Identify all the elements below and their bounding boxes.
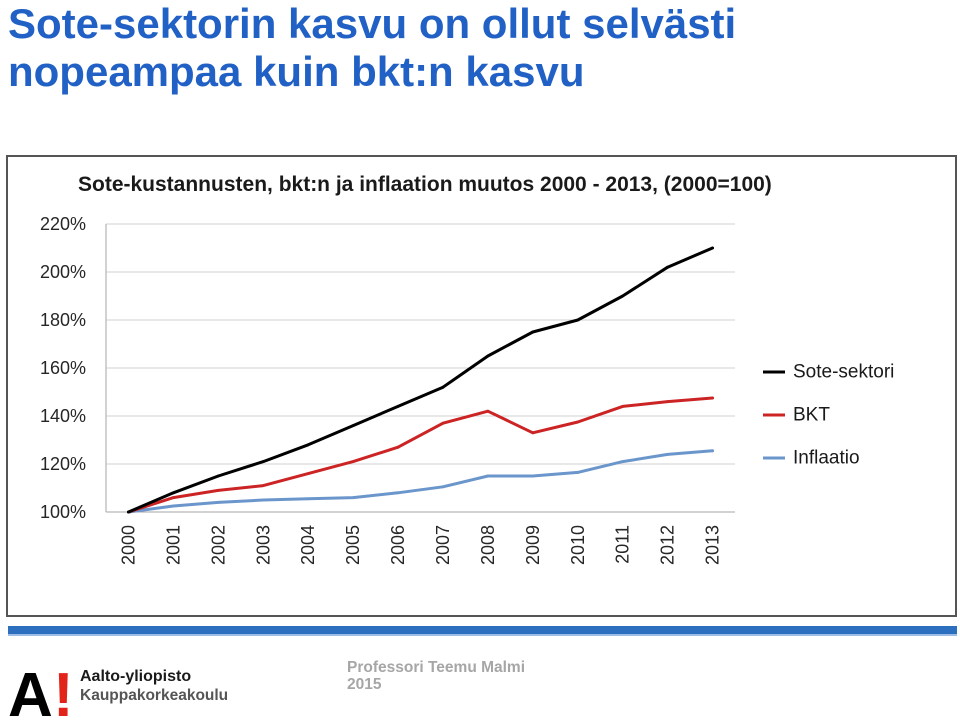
footer-divider-line xyxy=(8,634,957,636)
data-point xyxy=(441,385,445,389)
x-tick-label: 2002 xyxy=(208,525,228,565)
data-point xyxy=(666,265,669,269)
data-point xyxy=(306,443,310,447)
chart-container: Sote-kustannusten, bkt:n ja inflaation m… xyxy=(6,155,957,617)
series-line-sote-sektori xyxy=(127,246,714,514)
y-tick-label: 120% xyxy=(40,454,86,474)
data-point xyxy=(396,405,400,408)
data-point xyxy=(531,330,535,334)
data-point xyxy=(261,460,265,463)
x-tick-label: 2000 xyxy=(118,525,138,565)
x-tick-label: 2005 xyxy=(343,525,363,565)
logo-school-name: Kauppakorkeakoulu xyxy=(80,687,229,704)
data-point xyxy=(531,431,535,435)
series-inflaatio xyxy=(127,449,714,514)
y-tick-label: 140% xyxy=(40,406,86,426)
data-point xyxy=(172,496,175,499)
y-axis-labels: 100% 120% 140% 160% 180% 200% 220% xyxy=(40,214,86,522)
footer-divider-bar xyxy=(8,626,957,634)
x-tick-label: 2006 xyxy=(388,525,408,565)
legend-item-inflaatio: Inflaatio xyxy=(763,448,860,469)
data-point xyxy=(261,484,265,487)
data-point xyxy=(306,472,310,475)
series-line-bkt xyxy=(127,396,714,514)
x-tick-label: 2009 xyxy=(523,525,543,565)
data-point xyxy=(576,318,580,322)
data-point xyxy=(127,510,130,514)
legend-item-bkt: BKT xyxy=(763,405,830,426)
x-tick-label: 2008 xyxy=(478,525,498,565)
line-chart: Sote-kustannusten, bkt:n ja inflaation m… xyxy=(40,173,894,565)
data-point xyxy=(621,405,625,408)
data-point xyxy=(351,460,355,463)
data-point xyxy=(576,471,580,474)
data-point xyxy=(486,474,490,478)
series-sote-sektori xyxy=(127,246,714,514)
chart-title: Sote-kustannusten, bkt:n ja inflaation m… xyxy=(78,173,772,196)
x-tick-label: 2001 xyxy=(163,525,183,565)
y-tick-label: 180% xyxy=(40,310,86,330)
y-tick-label: 220% xyxy=(40,214,86,234)
logo-exclamation: ! xyxy=(53,664,74,718)
legend: Sote-sektori BKT Inflaatio xyxy=(763,362,894,469)
legend-label: Inflaatio xyxy=(793,448,860,469)
legend-label: Sote-sektori xyxy=(793,362,894,383)
series-line-inflaatio xyxy=(127,449,714,514)
x-axis-labels: 2000 2001 2002 2003 2004 2005 2006 2007 2008 2009… xyxy=(118,525,722,565)
x-tick-label: 2004 xyxy=(298,525,318,565)
data-point xyxy=(216,474,220,478)
footer-author: Professori Teemu Malmi xyxy=(347,659,526,676)
data-point xyxy=(441,485,445,489)
data-point xyxy=(351,496,355,499)
logo-university-name: Aalto-yliopisto xyxy=(80,668,192,685)
slide-title-line-1: Sote-sektorin kasvu on ollut selvästi xyxy=(8,0,737,47)
gridlines xyxy=(106,223,735,513)
data-point xyxy=(216,501,220,504)
data-point xyxy=(441,421,445,425)
slide-title: Sote-sektorin kasvu on ollut selvästi no… xyxy=(8,0,736,96)
x-tick-label: 2010 xyxy=(568,525,588,565)
data-point xyxy=(621,294,625,298)
x-tick-label: 2003 xyxy=(253,525,273,565)
series-bkt xyxy=(127,396,714,514)
data-point xyxy=(621,460,625,463)
y-tick-label: 100% xyxy=(40,502,86,522)
data-point xyxy=(666,400,669,403)
data-point xyxy=(396,491,400,495)
slide-title-line-2: nopeampaa kuin bkt:n kasvu xyxy=(8,48,585,95)
data-point xyxy=(396,445,400,449)
data-point xyxy=(172,504,175,508)
data-point xyxy=(576,420,580,424)
data-point xyxy=(711,449,714,453)
legend-item-sote-sektori: Sote-sektori xyxy=(763,362,894,383)
y-tick-label: 200% xyxy=(40,262,86,282)
data-point xyxy=(351,424,355,427)
x-tick-label: 2012 xyxy=(658,525,678,565)
data-point xyxy=(261,498,265,502)
footer-year: 2015 xyxy=(347,676,382,693)
data-point xyxy=(216,489,220,492)
data-point xyxy=(306,497,310,501)
x-tick-label: 2013 xyxy=(703,525,723,565)
data-point xyxy=(172,491,175,495)
logo-letter-a: A xyxy=(8,664,53,718)
data-point xyxy=(531,474,535,478)
data-point xyxy=(666,453,669,456)
x-tick-label: 2007 xyxy=(433,525,453,565)
y-tick-label: 160% xyxy=(40,358,86,378)
legend-label: BKT xyxy=(793,405,830,426)
data-point xyxy=(486,354,490,358)
data-point xyxy=(486,409,490,413)
data-point xyxy=(711,246,714,250)
series-group xyxy=(127,246,714,514)
x-tick-label: 2011 xyxy=(613,525,633,564)
aalto-logo-mark: A ! xyxy=(8,664,74,718)
data-point xyxy=(711,396,714,400)
